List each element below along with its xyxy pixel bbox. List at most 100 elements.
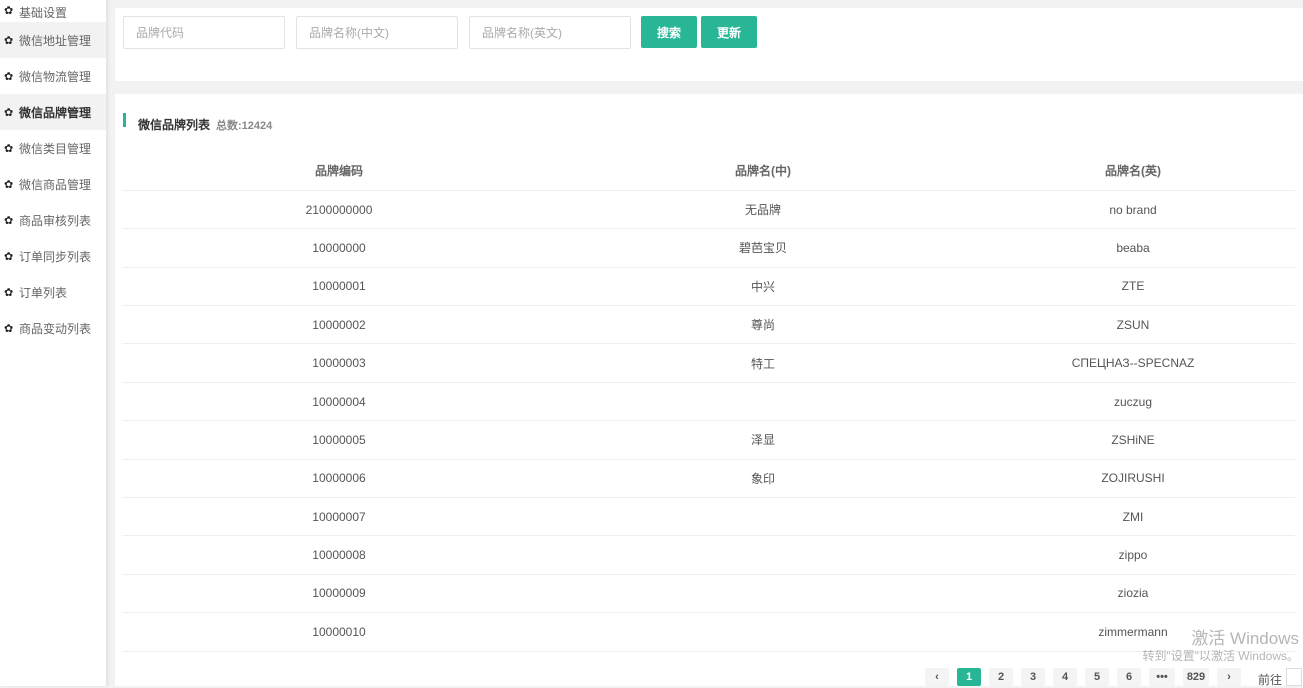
gear-icon: ✿ xyxy=(4,250,14,263)
sidebar-item-label: 微信品牌管理 xyxy=(19,105,92,120)
sidebar-item[interactable]: ✿ 微信物流管理 xyxy=(0,58,106,94)
brand-name-cn-cell: 象印 xyxy=(555,459,971,499)
refresh-button[interactable]: 更新 xyxy=(701,16,757,48)
sidebar-item-label: 商品变动列表 xyxy=(19,321,92,336)
page-button[interactable]: 5 xyxy=(1085,668,1109,686)
sidebar-item-label: 订单同步列表 xyxy=(19,249,92,264)
gear-icon: ✿ xyxy=(4,142,14,155)
gear-icon: ✿ xyxy=(4,178,14,191)
gear-icon: ✿ xyxy=(4,5,14,17)
brand-code-cell: 2100000000 xyxy=(123,190,555,230)
brand-name-en-cell: СПЕЦНАЗ--SPECNAZ xyxy=(971,343,1295,383)
brand-code-cell: 10000000 xyxy=(123,228,555,268)
brand-table: 品牌编码 品牌名(中) 品牌名(英) 2100000000 无品牌 no brand… xyxy=(123,152,1295,652)
table-row: 10000000 碧芭宝贝 beaba xyxy=(123,228,1295,268)
brand-list-panel: 微信品牌列表 总数:12424 品牌编码 品牌名(中) 品牌名(英) 210000… xyxy=(115,94,1303,686)
brand-name-cn-cell xyxy=(555,612,971,652)
gear-icon: ✿ xyxy=(4,34,14,47)
title-accent-bar xyxy=(123,113,126,127)
brand-name-cn-cell xyxy=(555,574,971,614)
brand-name-en-cell: ZMI xyxy=(971,497,1295,537)
sidebar-item-label: 商品审核列表 xyxy=(19,213,92,228)
table-row: 10000008 zippo xyxy=(123,535,1295,575)
brand-name-cn-cell xyxy=(555,382,971,422)
brand-code-input[interactable] xyxy=(123,16,285,49)
brand-code-cell: 10000009 xyxy=(123,574,555,614)
sidebar-item[interactable]: ✿ 订单同步列表 xyxy=(0,238,106,274)
brand-code-cell: 10000005 xyxy=(123,420,555,460)
windows-activation-hint: 转到"设置"以激活 Windows。 xyxy=(1142,649,1299,663)
gear-icon: ✿ xyxy=(4,322,14,335)
table-row: 10000006 象印 ZOJIRUSHI xyxy=(123,459,1295,499)
brand-name-cn-cell xyxy=(555,535,971,575)
goto-label: 前往 xyxy=(1258,673,1283,687)
search-button[interactable]: 搜索 xyxy=(641,16,697,48)
sidebar-item-label: 微信物流管理 xyxy=(19,69,92,84)
sidebar-item[interactable]: ✿ 订单列表 xyxy=(0,274,106,310)
table-row: 10000007 ZMI xyxy=(123,497,1295,537)
sidebar-item[interactable]: ✿ 微信品牌管理 xyxy=(0,94,106,130)
sidebar-item-label: 基础设置 xyxy=(19,6,68,20)
brand-name-en-cell: zimmermann xyxy=(971,612,1295,652)
sidebar-item[interactable]: ✿ 商品变动列表 xyxy=(0,310,106,346)
brand-code-cell: 10000007 xyxy=(123,497,555,537)
brand-name-en-cell: zippo xyxy=(971,535,1295,575)
gear-icon: ✿ xyxy=(4,70,14,83)
sidebar-item[interactable]: ✿ 基础设置 xyxy=(0,0,106,22)
brand-name-cn-cell xyxy=(555,497,971,537)
brand-code-cell: 10000008 xyxy=(123,535,555,575)
next-page-button[interactable]: › xyxy=(1217,668,1241,686)
total-count: 总数:12424 xyxy=(216,120,273,132)
table-row: 10000010 zimmermann xyxy=(123,612,1295,652)
page-button[interactable]: 4 xyxy=(1053,668,1077,686)
gear-icon: ✿ xyxy=(4,214,14,227)
page-button[interactable]: 2 xyxy=(989,668,1013,686)
search-panel: 搜索 更新 xyxy=(115,8,1303,81)
table-row: 2100000000 无品牌 no brand xyxy=(123,190,1295,230)
brand-name-cn-cell: 特工 xyxy=(555,343,971,383)
page-button[interactable]: 829 xyxy=(1183,668,1209,686)
column-header-name-en: 品牌名(英) xyxy=(971,152,1295,191)
sidebar-item[interactable]: ✿ 微信地址管理 xyxy=(0,22,106,58)
brand-name-cn-cell: 泽显 xyxy=(555,420,971,460)
brand-name-cn-input[interactable] xyxy=(296,16,458,49)
sidebar-item[interactable]: ✿ 商品审核列表 xyxy=(0,202,106,238)
sidebar-item[interactable]: ✿ 微信商品管理 xyxy=(0,166,106,202)
windows-activation-watermark: 激活 Windows xyxy=(1191,629,1299,648)
brand-name-en-input[interactable] xyxy=(469,16,631,49)
table-row: 10000005 泽显 ZSHiNE xyxy=(123,420,1295,460)
list-title: 微信品牌列表 总数:12424 xyxy=(138,116,272,133)
sidebar-item-label: 微信商品管理 xyxy=(19,177,92,192)
brand-name-en-cell: zuczug xyxy=(971,382,1295,422)
gear-icon: ✿ xyxy=(4,286,14,299)
pagination: ‹ 1 2 3 4 5 6 ••• 829 › xyxy=(925,668,1241,686)
page-button[interactable]: 1 xyxy=(957,668,981,686)
gear-icon: ✿ xyxy=(4,106,14,119)
brand-code-cell: 10000006 xyxy=(123,459,555,499)
brand-name-cn-cell: 无品牌 xyxy=(555,190,971,230)
brand-name-cn-cell: 中兴 xyxy=(555,267,971,307)
page-button[interactable]: ••• xyxy=(1149,668,1175,686)
table-row: 10000009 ziozia xyxy=(123,574,1295,614)
sidebar: ✿ 基础设置 ✿ 微信地址管理 ✿ 微信物流管理 ✿ 微信品牌管理 ✿ 微信类目管理 ✿ 微信商品管理… xyxy=(0,0,107,686)
brand-code-cell: 10000010 xyxy=(123,612,555,652)
table-row: 10000003 特工 СПЕЦНАЗ--SPECNAZ xyxy=(123,343,1295,383)
sidebar-item[interactable]: ✿ 微信类目管理 xyxy=(0,130,106,166)
brand-name-en-cell: no brand xyxy=(971,190,1295,230)
page-button[interactable]: 6 xyxy=(1117,668,1141,686)
brand-code-cell: 10000002 xyxy=(123,305,555,345)
goto-page-input[interactable] xyxy=(1286,668,1302,686)
table-row: 10000001 中兴 ZTE xyxy=(123,267,1295,307)
brand-name-en-cell: ZTE xyxy=(971,267,1295,307)
column-header-name-cn: 品牌名(中) xyxy=(555,152,971,191)
list-title-text: 微信品牌列表 xyxy=(138,118,211,132)
brand-name-en-cell: ziozia xyxy=(971,574,1295,614)
page-button[interactable]: 3 xyxy=(1021,668,1045,686)
brand-name-en-cell: ZOJIRUSHI xyxy=(971,459,1295,499)
prev-page-button[interactable]: ‹ xyxy=(925,668,949,686)
brand-name-en-cell: ZSHiNE xyxy=(971,420,1295,460)
brand-name-en-cell: ZSUN xyxy=(971,305,1295,345)
brand-name-cn-cell: 碧芭宝贝 xyxy=(555,228,971,268)
brand-name-cn-cell: 尊尚 xyxy=(555,305,971,345)
brand-name-en-cell: beaba xyxy=(971,228,1295,268)
